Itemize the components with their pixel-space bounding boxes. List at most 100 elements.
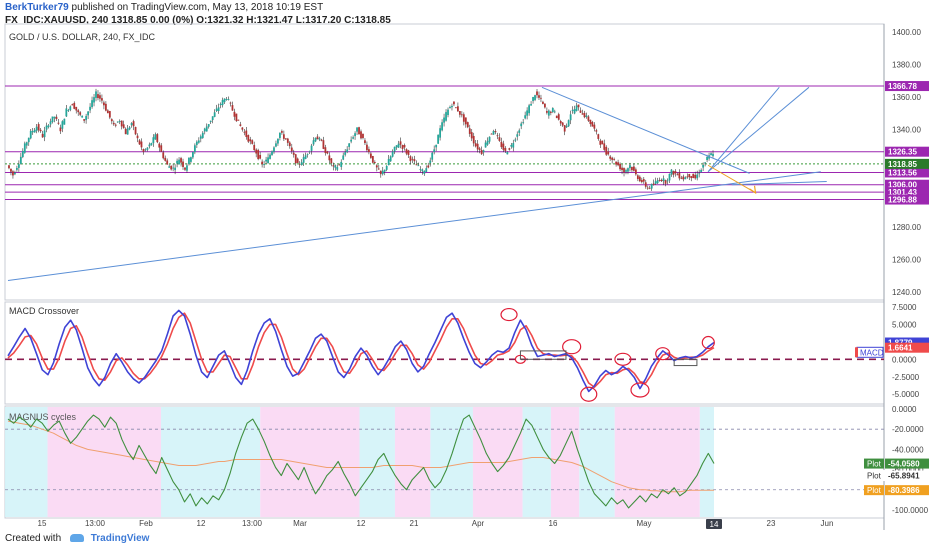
magnus-band-3 (260, 407, 360, 517)
magnus-value-tag-bg (885, 458, 929, 469)
macd-y-tick-label: 5.0000 (892, 320, 917, 329)
candle-body (213, 112, 216, 117)
candle-body (326, 151, 329, 154)
magnus-plot-tag-bg (863, 470, 885, 482)
candle-body (10, 168, 12, 172)
candle-body (81, 115, 84, 118)
candle-body (375, 165, 378, 168)
level-price-tag: 1366.78 (885, 81, 929, 92)
candle-body (498, 137, 501, 141)
candle-body (627, 168, 629, 172)
candle-body (704, 162, 707, 164)
candle-body (472, 135, 475, 144)
candle-body (221, 99, 224, 106)
macd-y-tick-label: -2.5000 (892, 373, 920, 382)
author-name[interactable]: BerkTurker79 (5, 2, 69, 13)
candle-body (23, 143, 26, 153)
magnus-plot-tag: Plot (867, 486, 882, 495)
candle-body (47, 125, 50, 128)
candle-body (193, 145, 196, 153)
macd-y-tick-label: -5.0000 (892, 390, 920, 399)
macd-value-tag: 1.6641 (888, 344, 913, 353)
candle-body (108, 111, 111, 118)
candle-body (239, 124, 242, 126)
candle-body (617, 162, 619, 166)
macd-value-tag-bg (885, 342, 929, 353)
candle-body (411, 158, 414, 160)
candle-body (508, 148, 511, 150)
candle-body (122, 124, 125, 129)
candle-body (397, 143, 400, 148)
projection-arrow-head (749, 185, 757, 195)
candle-body (573, 109, 576, 114)
candle-body (516, 134, 519, 137)
candle-body (136, 135, 139, 139)
candle-body (579, 110, 582, 113)
candle-body (25, 142, 28, 146)
candle-body (441, 122, 443, 131)
candle-body (458, 111, 461, 115)
candle-body (29, 130, 32, 139)
magnus-band-10 (579, 407, 615, 517)
candle-body (423, 170, 426, 174)
candle-body (348, 143, 351, 147)
candle-body (512, 142, 515, 148)
tradingview-brand[interactable]: TradingView (90, 533, 150, 544)
candle-body (385, 165, 388, 170)
candle-body (555, 115, 558, 119)
candle-body (255, 149, 258, 154)
candle-body (358, 127, 360, 135)
magnus-background (5, 407, 714, 517)
level-tag-bg (885, 146, 929, 157)
candle-body (284, 138, 287, 140)
candle-body (184, 167, 186, 170)
candle-body (674, 171, 677, 174)
level-price-tag: 1296.88 (885, 194, 929, 205)
candle-body (87, 111, 89, 116)
candle-body (690, 176, 693, 179)
price-y-tick-label: 1360.00 (892, 93, 921, 102)
trendlines (7, 86, 827, 282)
candle-body (154, 134, 157, 140)
candle-body (57, 122, 60, 124)
candle-body (457, 106, 459, 112)
candle-body (484, 142, 487, 148)
candle-body (27, 137, 30, 143)
candle-body (290, 147, 293, 152)
fan-line-lower (707, 86, 780, 173)
candle-body (666, 180, 669, 182)
candle-body (435, 144, 438, 148)
candle-body (421, 169, 424, 172)
candle-body (195, 141, 198, 145)
macd-annotations (500, 307, 715, 402)
candle-body (522, 122, 525, 123)
candle-body (77, 110, 80, 113)
candle-body (494, 131, 497, 133)
candle-body (455, 107, 457, 109)
candle-body (670, 169, 673, 175)
candle-body (190, 157, 192, 162)
x-tick-label: Mar (293, 519, 307, 528)
candle-body (387, 158, 390, 166)
candle-body (502, 143, 505, 150)
candle-body (275, 143, 277, 147)
candle-body (31, 131, 34, 133)
candle-body (89, 106, 91, 111)
candle-body (93, 97, 95, 103)
candle-body (601, 140, 604, 145)
candle-body (286, 138, 289, 143)
candle-body (112, 122, 115, 125)
candle-body (308, 151, 311, 153)
magnus-slow-line (7, 420, 714, 493)
candle-body (162, 152, 165, 159)
candle-body (492, 131, 495, 135)
magnus-band-5 (394, 407, 431, 517)
candle-body (241, 127, 244, 130)
candle-body (340, 161, 343, 167)
candle-body (51, 116, 54, 123)
candle-body (373, 162, 376, 164)
candle-body (544, 103, 546, 108)
publish-info: BerkTurker79 published on TradingView.co… (5, 2, 323, 13)
candle-body (401, 145, 404, 149)
